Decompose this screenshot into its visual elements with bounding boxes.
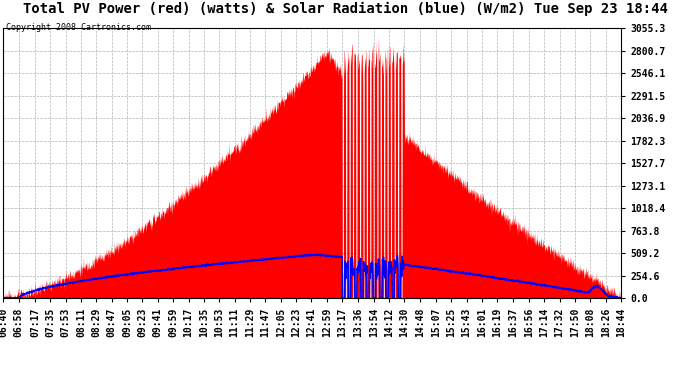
Text: Total PV Power (red) (watts) & Solar Radiation (blue) (W/m2) Tue Sep 23 18:44: Total PV Power (red) (watts) & Solar Rad… [23, 2, 667, 16]
Text: Copyright 2008 Cartronics.com: Copyright 2008 Cartronics.com [6, 22, 150, 32]
